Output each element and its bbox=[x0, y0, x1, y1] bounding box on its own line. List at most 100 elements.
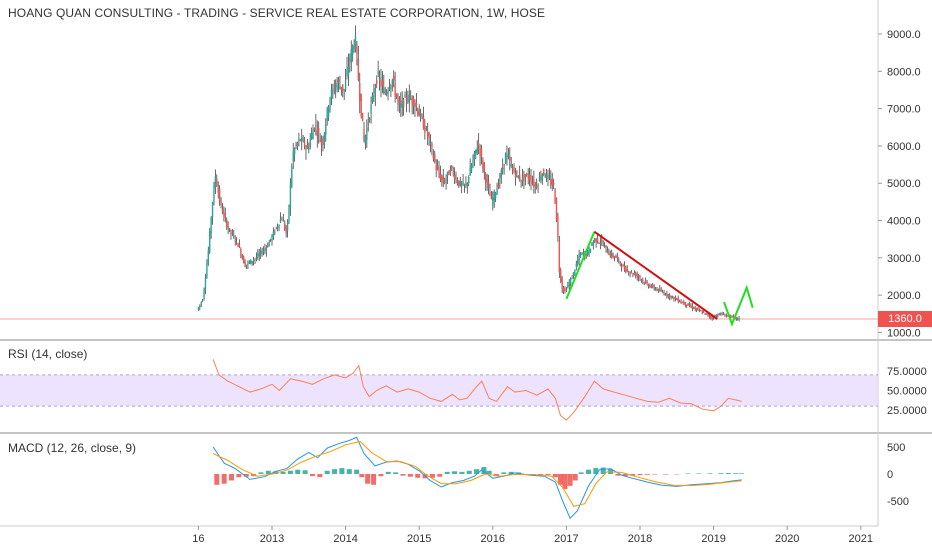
candle-body bbox=[669, 295, 670, 297]
candle-body bbox=[628, 272, 629, 273]
candle-body bbox=[642, 280, 643, 281]
candle-body bbox=[338, 80, 339, 82]
macd-histogram-bar bbox=[332, 469, 337, 474]
candle-body bbox=[511, 164, 512, 166]
candle-body bbox=[385, 92, 386, 93]
candle-body bbox=[719, 314, 720, 315]
candle-body bbox=[426, 128, 427, 129]
candle-body bbox=[704, 313, 705, 314]
candle-body bbox=[542, 174, 543, 179]
candle-body bbox=[206, 264, 207, 278]
candle-body bbox=[242, 255, 243, 258]
candle-body bbox=[268, 242, 269, 247]
candle-body bbox=[731, 316, 732, 317]
candle-body bbox=[536, 187, 537, 188]
macd-histogram-bar bbox=[663, 474, 668, 475]
candle-body bbox=[291, 166, 292, 186]
candle-body bbox=[655, 289, 656, 290]
candle-body bbox=[243, 256, 244, 263]
candle-body bbox=[492, 198, 493, 206]
candle-body bbox=[232, 233, 233, 234]
candle-body bbox=[281, 219, 282, 220]
candle-body bbox=[451, 166, 452, 168]
candle-body bbox=[335, 86, 336, 87]
candle-body bbox=[448, 171, 449, 174]
macd-histogram-bar bbox=[562, 474, 567, 489]
candle-body bbox=[513, 167, 514, 173]
candle-body bbox=[417, 109, 418, 114]
candle-body bbox=[668, 294, 669, 296]
candle-body bbox=[678, 298, 679, 301]
candle-body bbox=[525, 174, 526, 177]
candle-body bbox=[675, 297, 676, 298]
candle-body bbox=[472, 160, 473, 167]
candle-body bbox=[625, 268, 626, 272]
candle-body bbox=[250, 260, 251, 264]
macd-tick-label: -500 bbox=[887, 496, 909, 508]
candle-body bbox=[515, 173, 516, 178]
candle-body bbox=[276, 227, 277, 228]
candle-body bbox=[672, 296, 673, 297]
candle-body bbox=[645, 281, 646, 283]
candle-body bbox=[496, 189, 497, 195]
macd-histogram-bar bbox=[347, 469, 352, 474]
macd-histogram-bar bbox=[452, 471, 457, 474]
candle-body bbox=[293, 151, 294, 161]
candle-body bbox=[591, 244, 592, 245]
candle-body bbox=[205, 278, 206, 290]
candle-body bbox=[392, 80, 393, 83]
candle-body bbox=[358, 58, 359, 80]
candle-body bbox=[249, 262, 250, 263]
candle-body bbox=[444, 182, 445, 183]
candle-body bbox=[312, 130, 313, 140]
candle-body bbox=[447, 172, 448, 176]
candle-body bbox=[547, 175, 548, 179]
candle-body bbox=[710, 316, 711, 317]
candle-body bbox=[651, 286, 652, 287]
candle-body bbox=[658, 289, 659, 291]
candle-body bbox=[560, 270, 561, 282]
candle-body bbox=[687, 303, 688, 305]
candle-body bbox=[518, 176, 519, 178]
candle-body bbox=[280, 219, 281, 222]
candle-body bbox=[627, 269, 628, 270]
candle-body bbox=[212, 203, 213, 218]
candle-body bbox=[554, 190, 555, 204]
candle-body bbox=[709, 315, 710, 317]
candle-body bbox=[219, 189, 220, 202]
candle-body bbox=[271, 235, 272, 240]
candle-body bbox=[311, 133, 312, 139]
candle-body bbox=[498, 185, 499, 188]
macd-histogram-bar bbox=[546, 474, 551, 475]
candle-body bbox=[283, 220, 284, 221]
candle-body bbox=[428, 133, 429, 138]
candle-body bbox=[556, 198, 557, 220]
macd-histogram-bar bbox=[726, 473, 731, 474]
candle-body bbox=[362, 113, 363, 121]
candle-body bbox=[665, 294, 666, 295]
candle-body bbox=[590, 249, 591, 253]
candle-body bbox=[680, 301, 681, 303]
candle-body bbox=[588, 248, 589, 254]
candle-body bbox=[532, 183, 533, 184]
candle-body bbox=[467, 183, 468, 186]
candle-body bbox=[576, 264, 577, 267]
candle-body bbox=[501, 170, 502, 178]
candle-body bbox=[332, 89, 333, 90]
macd-histogram-bar bbox=[236, 474, 241, 477]
candle-body bbox=[400, 104, 401, 108]
macd-histogram-bar bbox=[718, 473, 723, 474]
candle-body bbox=[600, 243, 601, 244]
candle-body bbox=[375, 88, 376, 94]
candle-body bbox=[440, 174, 441, 180]
candle-body bbox=[236, 239, 237, 240]
candle-body bbox=[390, 85, 391, 89]
candle-body bbox=[523, 175, 524, 181]
candle-body bbox=[377, 72, 378, 75]
candle-body bbox=[569, 282, 570, 286]
candle-body bbox=[461, 183, 462, 184]
candle-body bbox=[610, 253, 611, 256]
candle-body bbox=[516, 171, 517, 173]
macd-histogram-bar bbox=[573, 474, 578, 480]
